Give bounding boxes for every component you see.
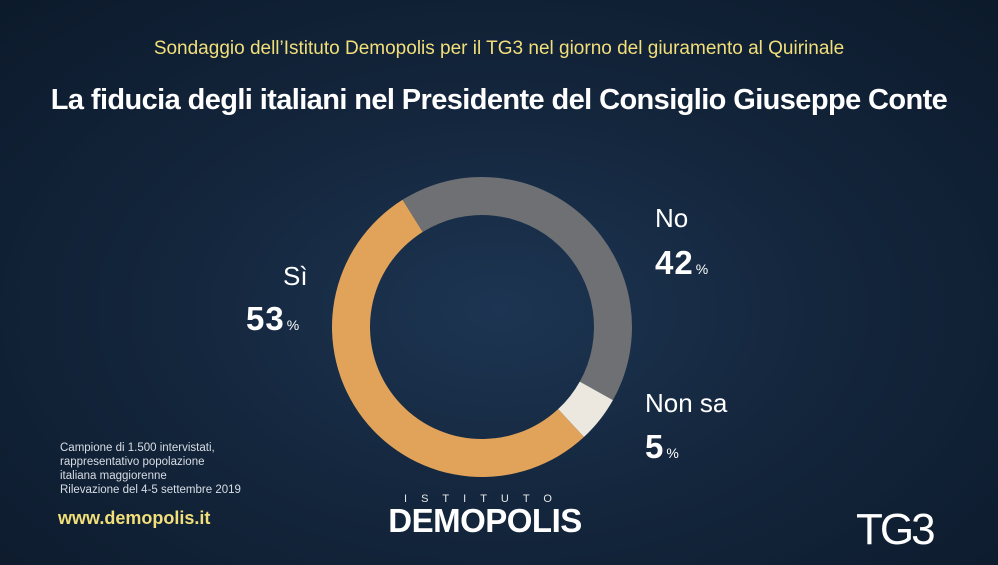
slice-nonsa [558, 381, 613, 438]
demopolis-logo-top: ISTITUTO [404, 493, 566, 505]
slice-si [332, 199, 584, 477]
website-link[interactable]: www.demopolis.it [58, 508, 211, 528]
label-si-value: 53% [246, 300, 300, 337]
chart-title: La fiducia degli italiani nel Presidente… [50, 84, 948, 116]
note-line: Campione di 1.500 intervistati, [60, 442, 215, 454]
label-nonsa-name: Non sa [645, 388, 728, 418]
tg3-logo: TG3 [856, 505, 936, 554]
chart-subtitle: Sondaggio dell’Istituto Demopolis per il… [153, 38, 845, 59]
donut-chart [332, 176, 632, 477]
note-line: rappresentativo popolazione [60, 456, 205, 468]
demopolis-logo: DEMOPOLIS [388, 502, 582, 539]
note-line: Rilevazione del 4-5 settembre 2019 [60, 484, 241, 496]
label-si-name: Sì [283, 261, 308, 291]
label-no-value: 42% [655, 244, 709, 281]
label-nonsa-value: 5% [645, 428, 679, 465]
label-no-name: No [655, 203, 689, 233]
slice-no [402, 176, 632, 401]
note-line: italiana maggiorenne [60, 470, 167, 482]
methodology-note: Campione di 1.500 intervistati, rapprese… [60, 441, 241, 497]
